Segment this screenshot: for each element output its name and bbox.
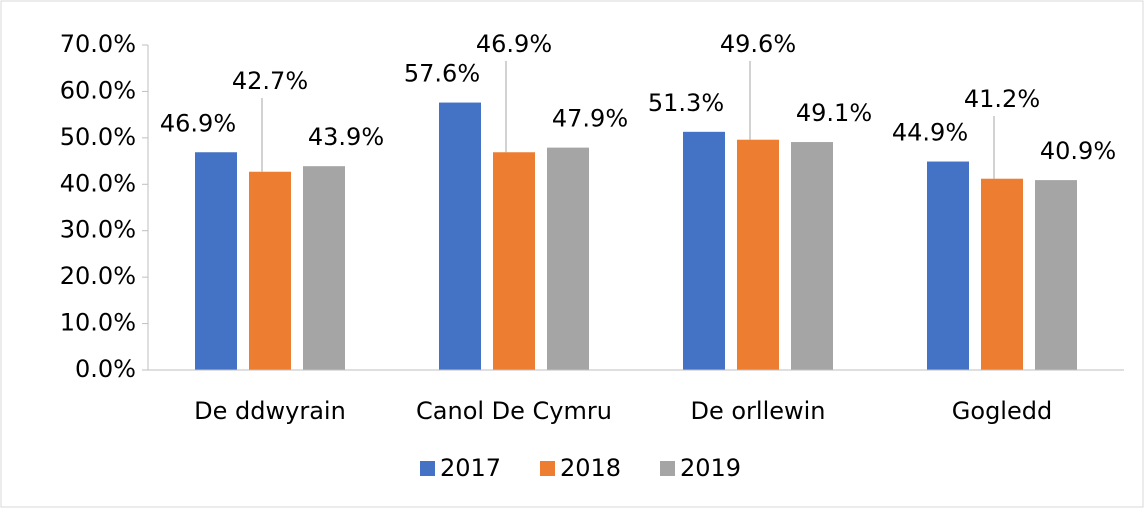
legend-swatch: [420, 461, 435, 476]
bar: [249, 171, 291, 370]
bar: [791, 142, 833, 370]
data-label: 40.9%: [1040, 137, 1116, 165]
bar: [303, 166, 345, 370]
y-tick-label: 10.0%: [60, 309, 136, 337]
legend-swatch: [660, 461, 675, 476]
y-tick-label: 40.0%: [60, 169, 136, 197]
data-label: 46.9%: [476, 30, 552, 58]
y-tick-label: 0.0%: [75, 355, 136, 383]
data-label: 47.9%: [552, 105, 628, 133]
data-label: 42.7%: [232, 67, 308, 95]
data-label: 43.9%: [308, 123, 384, 151]
data-label: 57.6%: [404, 60, 480, 88]
bar: [1035, 180, 1077, 370]
bar: [927, 161, 969, 370]
bar: [683, 131, 725, 370]
y-tick-label: 60.0%: [60, 76, 136, 104]
bar: [195, 152, 237, 370]
y-tick-label: 70.0%: [60, 30, 136, 58]
y-tick-label: 20.0%: [60, 262, 136, 290]
x-tick-label: Canol De Cymru: [416, 397, 612, 425]
data-label: 41.2%: [964, 85, 1040, 113]
x-tick-label: De orllewin: [690, 397, 825, 425]
x-tick-label: Gogledd: [952, 397, 1052, 425]
x-tick-label: De ddwyrain: [194, 397, 346, 425]
y-tick-label: 50.0%: [60, 123, 136, 151]
bar: [439, 102, 481, 371]
data-label: 49.1%: [796, 99, 872, 127]
data-label: 46.9%: [160, 109, 236, 137]
bar: [981, 178, 1023, 370]
data-label: 49.6%: [720, 30, 796, 58]
legend-label: 2018: [560, 454, 621, 482]
data-label: 51.3%: [648, 89, 724, 117]
bar: [737, 139, 779, 370]
y-tick-label: 30.0%: [60, 216, 136, 244]
legend-label: 2017: [440, 454, 501, 482]
data-label: 44.9%: [892, 119, 968, 147]
legend-label: 2019: [680, 454, 741, 482]
bar: [493, 152, 535, 370]
bar: [547, 147, 589, 370]
legend-swatch: [540, 461, 555, 476]
